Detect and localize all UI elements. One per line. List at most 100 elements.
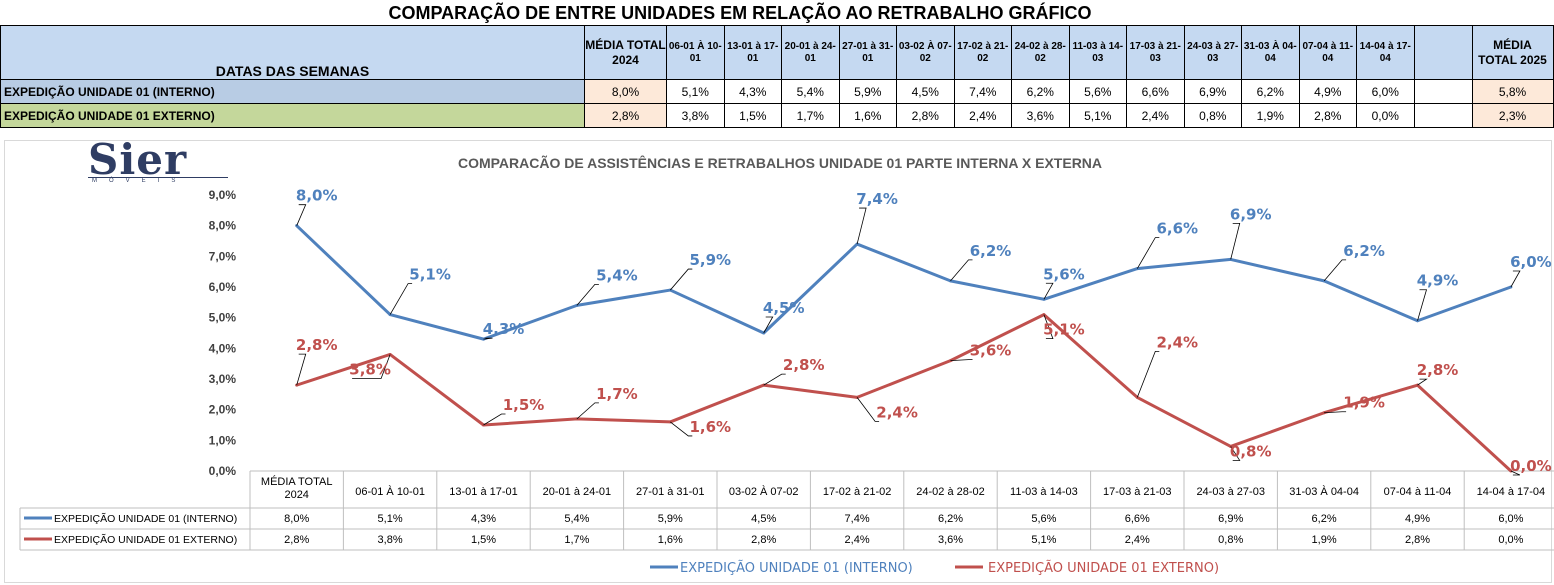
row-week-value: 0,8% — [1183, 103, 1242, 128]
data-label: 4,3% — [483, 320, 525, 338]
row-week-value: 3,8% — [666, 103, 725, 128]
leader-line — [1417, 378, 1428, 386]
y-tick-label: 9,0% — [209, 188, 237, 202]
leader-line — [1323, 259, 1347, 282]
table-value: 4,9% — [1405, 513, 1430, 525]
table-row: EXPEDIÇÃO UNIDADE 01 EXTERNO) 2,8% 3,8% 1,5… — [0, 103, 1554, 128]
header-label: DATAS DAS SEMANAS — [0, 25, 585, 80]
summary-table: DATAS DAS SEMANAS MÉDIA TOTAL 2024 06-01 À… — [0, 25, 1554, 128]
table-value: 2,8% — [751, 534, 776, 546]
row-avg2024: 2,8% — [584, 103, 667, 128]
table-value: 6,6% — [1125, 513, 1150, 525]
data-label: 6,0% — [1510, 253, 1552, 271]
table-row: EXPEDIÇÃO UNIDADE 01 (INTERNO) 8,0% 5,1% 4,… — [0, 79, 1554, 104]
leader-line — [1324, 411, 1347, 414]
x-tick-label: 27-01 à 31-01 — [636, 486, 705, 498]
row-week-value: 1,5% — [723, 103, 782, 128]
data-label: 1,7% — [596, 385, 638, 403]
series-line-externo — [296, 313, 1512, 473]
leader-line — [670, 421, 693, 437]
data-label: 3,8% — [349, 360, 391, 378]
header-week: 24-03 à 27-03 — [1183, 25, 1242, 80]
data-label: 6,2% — [970, 242, 1012, 260]
row-week-value: 2,8% — [1298, 103, 1357, 128]
table-value: 1,7% — [564, 534, 589, 546]
y-tick-label: 7,0% — [209, 249, 237, 263]
table-value: 1,9% — [1312, 534, 1337, 546]
y-tick-label: 1,0% — [209, 433, 237, 447]
data-label: 1,6% — [689, 418, 731, 436]
leader-line — [296, 204, 307, 226]
table-value: 5,1% — [1031, 534, 1056, 546]
data-label: 5,9% — [689, 251, 731, 269]
leader-line — [576, 283, 599, 306]
table-series-name: EXPEDIÇÃO UNIDADE 01 (INTERNO) — [54, 512, 237, 525]
table-value: 4,5% — [751, 513, 776, 525]
data-label: 4,9% — [1417, 272, 1459, 290]
data-label: 2,4% — [876, 403, 918, 421]
row-avg2025: 5,8% — [1471, 79, 1554, 104]
chart-title: COMPARACÃO DE ASSISTÊNCIAS E RETRABALHOS… — [458, 154, 1102, 171]
row-week-value: 5,1% — [1068, 103, 1127, 128]
table-value: 6,2% — [938, 513, 963, 525]
data-label: 3,6% — [970, 342, 1012, 360]
y-tick-label: 6,0% — [209, 280, 237, 294]
data-label: 7,4% — [856, 190, 898, 208]
header-week: 24-02 à 28-02 — [1011, 25, 1070, 80]
leader-line — [1510, 470, 1521, 476]
row-label: EXPEDIÇÃO UNIDADE 01 EXTERNO) — [0, 103, 585, 128]
table-value: 6,2% — [1312, 513, 1337, 525]
leader-line — [389, 283, 413, 315]
leader-line — [1510, 270, 1521, 288]
data-label: 2,4% — [1156, 333, 1198, 351]
row-week-value: 1,6% — [838, 103, 897, 128]
leader-line — [950, 359, 973, 361]
header-avg2025: MÉDIA TOTAL 2025 — [1471, 25, 1554, 80]
leader-line — [950, 259, 973, 282]
leader-line — [669, 268, 693, 291]
table-value: 3,6% — [938, 534, 963, 546]
y-tick-label: 5,0% — [209, 311, 237, 325]
x-tick-label: 06-01 À 10-01 — [355, 485, 425, 498]
data-label: 2,8% — [1417, 361, 1459, 379]
header-week: 31-03 À 04-04 — [1241, 25, 1300, 80]
data-label: 0,8% — [1230, 442, 1272, 460]
x-tick-label: 11-03 à 14-03 — [1010, 486, 1078, 498]
data-label: 1,5% — [503, 396, 545, 414]
leader-line — [483, 337, 493, 340]
row-week-value: 3,6% — [1011, 103, 1070, 128]
table-value: 5,9% — [658, 513, 683, 525]
header-week: 17-03 à 21-03 — [1126, 25, 1185, 80]
row-avg2025: 2,3% — [1471, 103, 1554, 128]
table-value: 2,8% — [284, 534, 309, 546]
table-value: 0,8% — [1218, 534, 1243, 546]
leader-line — [352, 354, 391, 379]
leader-line — [1136, 350, 1160, 398]
header-avg2024: MÉDIA TOTAL 2024 — [584, 25, 667, 80]
leader-line — [763, 316, 774, 334]
leader-line — [296, 353, 307, 386]
header-week: 17-02 à 21-02 — [953, 25, 1012, 80]
x-tick-label: 03-02 À 07-02 — [729, 485, 799, 498]
table-value: 1,5% — [471, 534, 496, 546]
data-label: 2,8% — [296, 336, 338, 354]
data-label: 6,2% — [1343, 242, 1385, 260]
row-week-value: 6,6% — [1126, 79, 1185, 104]
table-value: 2,4% — [1125, 534, 1150, 546]
x-tick-label: 14-04 à 17-04 — [1477, 486, 1546, 498]
row-week-value: 1,9% — [1241, 103, 1300, 128]
header-week: 06-01 À 10-01 — [666, 25, 725, 80]
table-value: 0,0% — [1498, 534, 1523, 546]
leader-line — [1417, 289, 1428, 321]
table-value: 2,4% — [845, 534, 870, 546]
table-value: 1,6% — [658, 534, 683, 546]
leader-line — [1230, 446, 1241, 461]
row-week-value: 2,8% — [896, 103, 955, 128]
data-label: 5,1% — [409, 266, 451, 284]
data-label: 6,9% — [1230, 205, 1272, 223]
leader-line — [1043, 314, 1054, 340]
row-week-value: 6,9% — [1183, 79, 1242, 104]
header-week: 11-03 à 14-03 — [1068, 25, 1127, 80]
data-label: 1,9% — [1343, 394, 1385, 412]
table-series-name: EXPEDIÇÃO UNIDADE 01 EXTERNO) — [54, 533, 237, 546]
